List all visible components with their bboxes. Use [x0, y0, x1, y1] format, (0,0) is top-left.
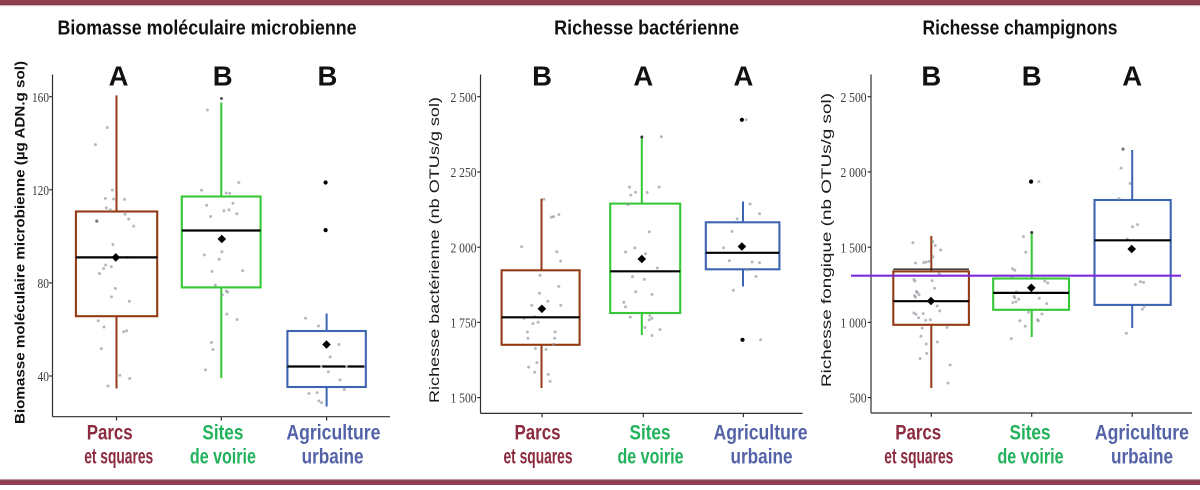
svg-text:de voirie: de voirie: [618, 446, 684, 469]
svg-text:et squares: et squares: [84, 446, 153, 469]
svg-text:Agriculture: Agriculture: [286, 422, 380, 445]
svg-text:B: B: [213, 60, 233, 91]
svg-text:B: B: [532, 60, 552, 91]
svg-text:2 500: 2 500: [451, 90, 477, 105]
svg-text:2 500: 2 500: [841, 90, 867, 105]
svg-text:2 250: 2 250: [451, 165, 477, 180]
svg-text:et squares: et squares: [504, 446, 573, 469]
svg-text:A: A: [633, 60, 653, 91]
svg-text:Sites: Sites: [630, 422, 671, 445]
svg-text:Biomasse moléculaire microbien: Biomasse moléculaire microbienne (µg ADN…: [12, 61, 28, 424]
svg-text:120: 120: [32, 183, 49, 198]
svg-text:Agriculture: Agriculture: [714, 422, 808, 445]
svg-text:Richesse champignons: Richesse champignons: [923, 18, 1118, 40]
svg-text:Richesse fongique (nb OTUs/g s: Richesse fongique (nb OTUs/g sol): [818, 93, 834, 387]
svg-text:1 000: 1 000: [841, 316, 867, 331]
svg-text:urbaine: urbaine: [302, 446, 364, 469]
svg-text:et squares: et squares: [884, 446, 953, 469]
svg-text:Parcs: Parcs: [87, 422, 133, 445]
svg-text:2 000: 2 000: [451, 240, 477, 255]
svg-text:de voirie: de voirie: [998, 446, 1064, 469]
svg-text:Agriculture: Agriculture: [1095, 422, 1189, 445]
svg-text:B: B: [317, 60, 337, 91]
svg-text:Parcs: Parcs: [515, 422, 561, 445]
svg-text:Sites: Sites: [202, 422, 243, 445]
svg-text:500: 500: [850, 391, 867, 406]
svg-text:Sites: Sites: [1010, 422, 1051, 445]
svg-text:160: 160: [32, 90, 49, 105]
svg-text:de voirie: de voirie: [190, 446, 256, 469]
svg-text:A: A: [733, 60, 753, 91]
svg-text:urbaine: urbaine: [731, 446, 793, 469]
svg-text:80: 80: [38, 276, 50, 291]
svg-text:40: 40: [38, 369, 50, 384]
svg-text:2 000: 2 000: [841, 165, 867, 180]
svg-text:B: B: [921, 60, 941, 91]
svg-text:1 500: 1 500: [451, 391, 477, 406]
svg-text:Biomasse moléculaire microbien: Biomasse moléculaire microbienne: [58, 18, 357, 40]
svg-text:urbaine: urbaine: [1111, 446, 1173, 469]
svg-text:A: A: [1122, 60, 1142, 91]
svg-text:1 500: 1 500: [841, 240, 867, 255]
svg-text:B: B: [1022, 60, 1042, 91]
svg-text:A: A: [109, 60, 129, 91]
svg-text:1 750: 1 750: [451, 316, 477, 331]
svg-text:Richesse bactérienne (nb OTUs/: Richesse bactérienne (nb OTUs/g sol): [426, 97, 442, 403]
svg-text:Parcs: Parcs: [895, 422, 941, 445]
svg-text:Richesse bactérienne: Richesse bactérienne: [554, 18, 739, 40]
